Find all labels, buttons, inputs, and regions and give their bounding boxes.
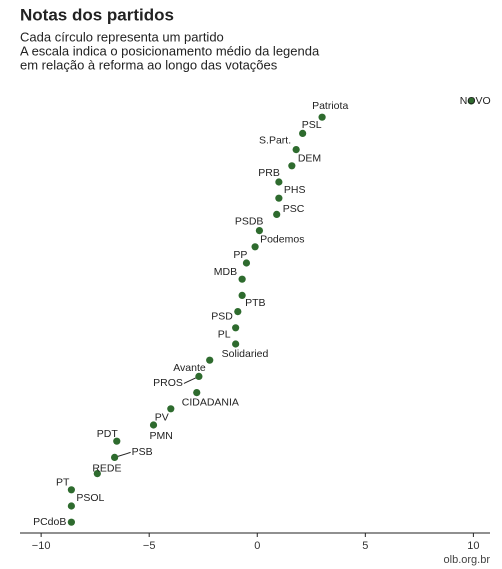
x-tick-label: 10 bbox=[467, 540, 479, 552]
party-dot bbox=[67, 502, 75, 510]
party-dot bbox=[299, 129, 307, 137]
party-dot bbox=[113, 437, 121, 445]
party-label: Podemos bbox=[260, 234, 304, 246]
party-label: Patriota bbox=[312, 100, 348, 112]
party-label: PP bbox=[233, 249, 247, 261]
party-label: PROS bbox=[153, 377, 183, 389]
party-label: PDT bbox=[97, 428, 119, 440]
party-label: PSL bbox=[302, 119, 322, 131]
party-dot bbox=[67, 486, 75, 494]
party-label: MDB bbox=[214, 266, 237, 278]
party-dot bbox=[275, 194, 283, 202]
x-tick-label: 0 bbox=[254, 540, 260, 552]
party-label: CIDADANIA bbox=[182, 396, 239, 408]
party-dot bbox=[275, 178, 283, 186]
party-dot bbox=[238, 275, 246, 283]
x-tick-label: 5 bbox=[362, 540, 368, 552]
party-label: S.Part. bbox=[259, 134, 291, 146]
party-label: Avante bbox=[173, 362, 206, 374]
party-dot bbox=[234, 308, 242, 316]
party-label: PMN bbox=[150, 430, 173, 442]
party-label: PSB bbox=[132, 446, 153, 458]
party-label: PSC bbox=[283, 203, 305, 215]
party-dot bbox=[273, 210, 281, 218]
party-dot bbox=[467, 97, 475, 105]
party-dot bbox=[288, 162, 296, 170]
x-tick-label: −10 bbox=[32, 540, 51, 552]
party-dot bbox=[318, 113, 326, 121]
party-dot bbox=[206, 356, 214, 364]
party-label: PSDB bbox=[235, 215, 264, 227]
party-label: PRB bbox=[258, 167, 280, 179]
subtitle: Cada círculo representa um partido bbox=[20, 29, 224, 44]
party-dot bbox=[167, 405, 175, 413]
party-label: PTB bbox=[245, 297, 265, 309]
party-dot bbox=[193, 389, 201, 397]
party-dot bbox=[232, 340, 240, 348]
subtitle: A escala indica o posicionamento médio d… bbox=[20, 43, 320, 58]
party-dot bbox=[149, 421, 158, 429]
party-dot bbox=[238, 291, 246, 299]
party-dot bbox=[111, 453, 119, 461]
party-label: REDE bbox=[92, 462, 121, 474]
party-dot bbox=[251, 243, 259, 251]
party-dot bbox=[67, 518, 75, 526]
party-dot bbox=[255, 227, 264, 235]
party-dot bbox=[93, 470, 101, 478]
party-label: NOVO bbox=[460, 95, 491, 107]
party-label: PV bbox=[155, 412, 169, 424]
party-dot bbox=[292, 146, 300, 154]
party-label: PSOL bbox=[76, 492, 104, 504]
subtitle: em relação à reforma ao longo das votaçõ… bbox=[20, 57, 278, 72]
party-label: Solidaried bbox=[222, 348, 269, 360]
party-label: PCdoB bbox=[33, 516, 66, 528]
party-dot bbox=[242, 259, 251, 267]
chart-title: Notas dos partidos bbox=[20, 5, 174, 24]
source: olb.org.br bbox=[444, 554, 491, 566]
party-label: PSD bbox=[211, 310, 233, 322]
party-dot bbox=[195, 372, 203, 380]
party-label: DEM bbox=[298, 153, 321, 165]
party-label: PT bbox=[56, 477, 70, 489]
party-label: PHS bbox=[284, 184, 306, 196]
party-label: PL bbox=[218, 329, 231, 341]
x-tick-label: −5 bbox=[143, 540, 156, 552]
party-dot bbox=[232, 324, 240, 332]
